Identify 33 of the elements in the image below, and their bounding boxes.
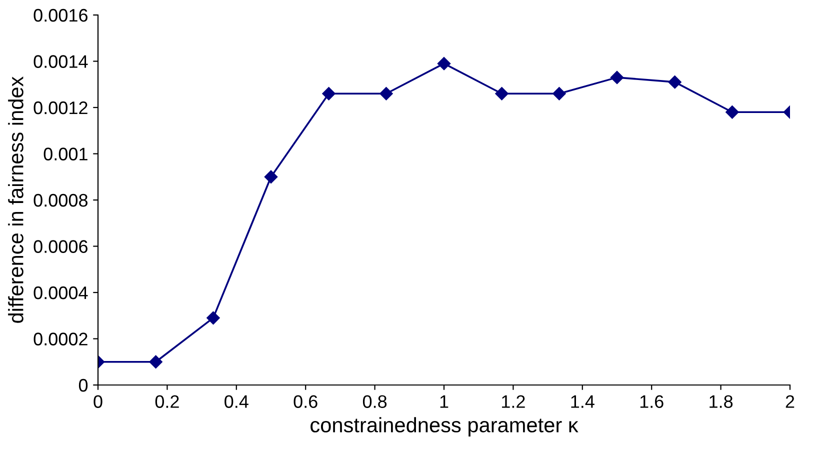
point xyxy=(149,355,162,368)
x-tick-label: 0.6 xyxy=(294,395,318,408)
y-tick-label: 0.0012 xyxy=(34,101,88,114)
x-tick-label: 1.6 xyxy=(640,395,664,408)
point xyxy=(206,311,220,325)
y-tick-label: 0.001 xyxy=(44,148,88,160)
point xyxy=(437,56,451,70)
point xyxy=(322,87,336,100)
x-tick-label: 0.8 xyxy=(362,395,387,408)
x-tick-label: 0.2 xyxy=(155,395,179,408)
x-axis-title: constrainedness parameter κ xyxy=(310,417,578,437)
y-tick-label: 0.0014 xyxy=(34,55,88,68)
point xyxy=(552,87,566,100)
y-tick-label: 0.0006 xyxy=(34,240,88,253)
x-tick-label: 0.4 xyxy=(224,395,248,408)
x-tick-label: 2 xyxy=(786,395,794,408)
point xyxy=(726,106,739,119)
y-tick-label: 0.0008 xyxy=(34,194,88,207)
point xyxy=(668,75,682,89)
y-tick-label: 0 xyxy=(78,378,88,392)
y-tick-label: 0.0002 xyxy=(34,332,88,346)
point xyxy=(610,70,624,84)
y-tick-label: 0.0004 xyxy=(34,286,88,300)
point xyxy=(264,170,278,184)
x-tick-label: 0 xyxy=(94,395,102,408)
x-tick-label: 1 xyxy=(440,395,448,408)
y-axis-title: difference in fairness index xyxy=(8,76,24,323)
x-tick-label: 1.2 xyxy=(502,395,525,408)
x-tick-label: 1.4 xyxy=(571,395,594,408)
y-tick-label: 0.0016 xyxy=(34,8,88,22)
point xyxy=(380,87,393,100)
x-tick-label: 1.8 xyxy=(710,395,733,408)
point xyxy=(495,87,508,100)
